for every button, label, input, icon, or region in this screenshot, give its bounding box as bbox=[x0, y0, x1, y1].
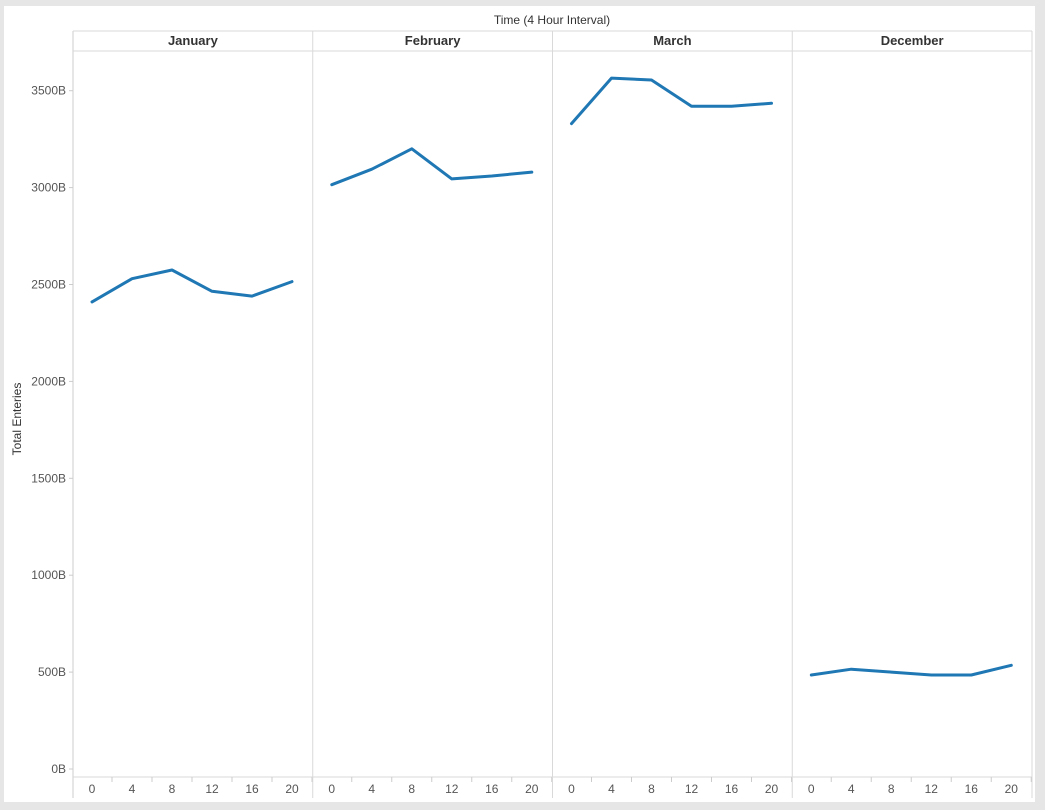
y-tick-label: 0B bbox=[51, 762, 66, 776]
x-tick-label: 8 bbox=[648, 782, 655, 796]
x-tick-label: 4 bbox=[368, 782, 375, 796]
x-tick-label: 0 bbox=[568, 782, 575, 796]
x-tick-label: 8 bbox=[888, 782, 895, 796]
x-tick-label: 16 bbox=[245, 782, 259, 796]
y-tick-label: 1500B bbox=[31, 471, 66, 485]
panel-header: January bbox=[168, 33, 219, 48]
y-tick-label: 2500B bbox=[31, 278, 66, 292]
x-tick-label: 20 bbox=[765, 782, 779, 796]
x-tick-label: 12 bbox=[925, 782, 939, 796]
y-tick-label: 500B bbox=[38, 665, 66, 679]
chart-title: Time (4 Hour Interval) bbox=[494, 13, 610, 27]
series-line-december bbox=[809, 663, 1013, 677]
x-tick-label: 0 bbox=[808, 782, 815, 796]
x-tick-label: 4 bbox=[848, 782, 855, 796]
panel-header: December bbox=[881, 33, 944, 48]
series-line-january bbox=[90, 268, 294, 304]
x-tick-label: 20 bbox=[525, 782, 539, 796]
panel-january: January 0 4 8 12 16 20 bbox=[89, 33, 313, 796]
x-tick-label: 4 bbox=[608, 782, 615, 796]
x-tick-label: 12 bbox=[205, 782, 219, 796]
x-tick-label: 12 bbox=[685, 782, 699, 796]
panel-february: February 0 4 8 12 16 20 bbox=[312, 31, 553, 798]
y-tick-label: 3000B bbox=[31, 181, 66, 195]
x-tick-label: 12 bbox=[445, 782, 459, 796]
series-line-march bbox=[570, 76, 773, 126]
panel-header: February bbox=[405, 33, 461, 48]
panel-header: March bbox=[653, 33, 691, 48]
y-axis: 0B 500B 1000B 1500B 2000B 2500B 3000B 3500B bbox=[31, 84, 73, 776]
x-tick-label: 20 bbox=[1005, 782, 1019, 796]
y-tick-label: 3500B bbox=[31, 84, 66, 98]
line-chart: Time (4 Hour Interval) Total Enteries Ja… bbox=[10, 13, 1033, 798]
y-axis-label: Total Enteries bbox=[10, 383, 24, 456]
x-tick-label: 16 bbox=[965, 782, 979, 796]
x-tick-label: 20 bbox=[285, 782, 299, 796]
y-tick-label: 2000B bbox=[31, 374, 66, 388]
x-tick-label: 8 bbox=[408, 782, 415, 796]
panel-december: December 0 4 8 12 16 20 bbox=[791, 31, 1032, 798]
chart-frame: Time (4 Hour Interval) Total Enteries Ja… bbox=[4, 6, 1035, 802]
x-tick-label: 0 bbox=[328, 782, 335, 796]
panels-layer: January 0 4 8 12 16 20 February 0 4 8 12 16 20 March 0 4… bbox=[72, 30, 1033, 798]
x-tick-label: 16 bbox=[485, 782, 499, 796]
x-tick-label: 16 bbox=[725, 782, 739, 796]
series-line-february bbox=[330, 147, 534, 187]
x-tick-label: 4 bbox=[129, 782, 136, 796]
y-tick-label: 1000B bbox=[31, 568, 66, 582]
panel-march: March 0 4 8 12 16 20 bbox=[552, 31, 792, 798]
x-tick-label: 8 bbox=[169, 782, 176, 796]
x-tick-label: 0 bbox=[89, 782, 96, 796]
